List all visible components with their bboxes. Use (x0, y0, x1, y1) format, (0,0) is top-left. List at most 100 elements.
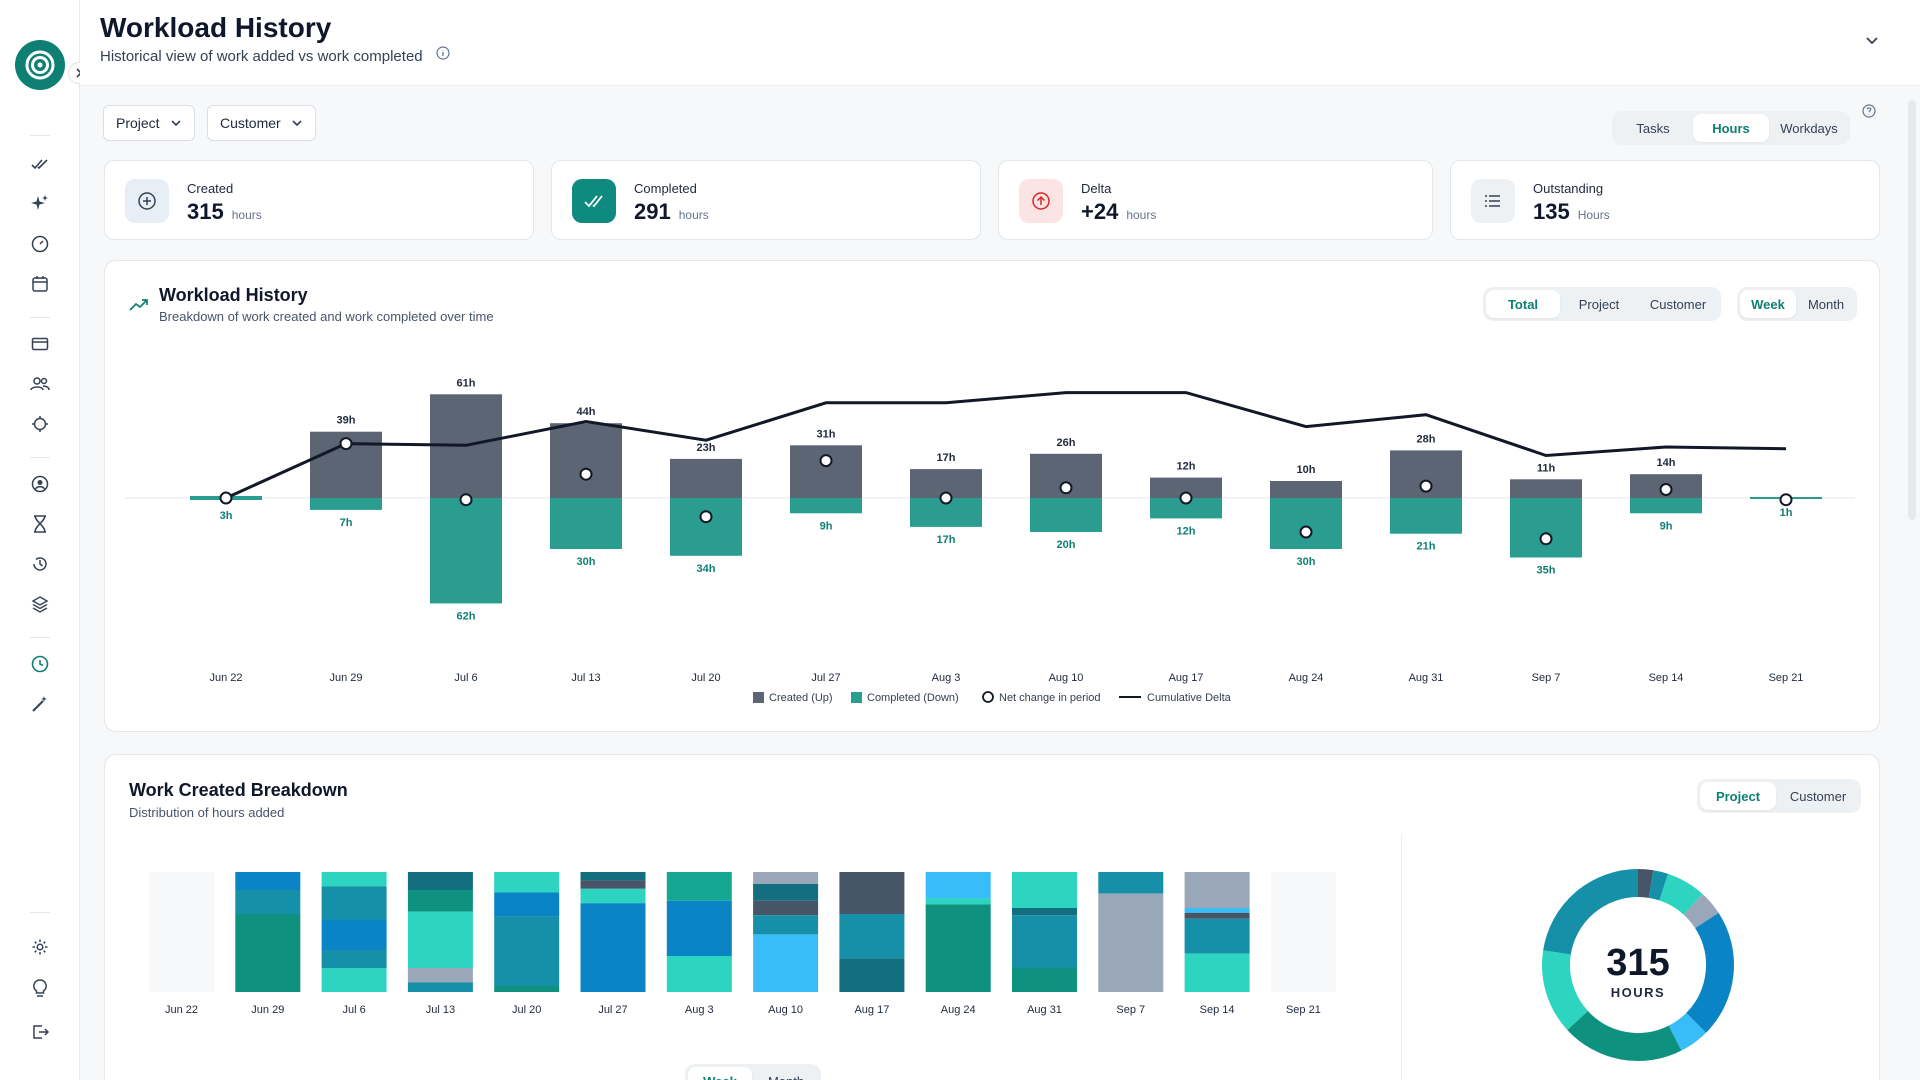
nav-dashboard[interactable] (28, 232, 52, 256)
crosshair-icon (32, 416, 48, 432)
nav-ai[interactable] (28, 192, 52, 216)
net-change-point (1539, 532, 1553, 546)
user-circle-icon (31, 475, 49, 493)
donut-slice (1637, 869, 1654, 898)
bar-label-completed: 3h (220, 510, 233, 522)
x-tick-label: Jul 6 (454, 672, 477, 684)
logout-icon (33, 1025, 49, 1039)
net-change-point (1779, 493, 1793, 507)
layers-icon (31, 596, 49, 613)
work-created-breakdown-chart: Jun 22 Jun 29 Jul 6 Jul 13 Jul 20 Jul 27 Aug 3… (149, 869, 1734, 1061)
bar-label-completed: 35h (1537, 565, 1556, 577)
stacked-bar-segment (580, 888, 646, 904)
chevron-down-icon[interactable] (1864, 32, 1880, 48)
nav-logout[interactable] (28, 1020, 52, 1044)
nav-tips[interactable] (28, 977, 52, 1001)
double-check-icon (31, 159, 48, 170)
bar-label-created: 10h (1297, 464, 1316, 476)
view-total[interactable]: Total (1486, 290, 1560, 318)
nav-tasks[interactable] (28, 152, 52, 176)
nav-goals[interactable] (28, 412, 52, 436)
stacked-bar-segment (1184, 918, 1250, 954)
nav-divider (30, 317, 50, 318)
bar-created (310, 431, 382, 498)
view-project[interactable]: Project (1578, 296, 1620, 312)
panel-title: Work Created Breakdown (129, 780, 348, 800)
nav-folders[interactable] (28, 332, 52, 356)
stat-card-outstanding: Outstanding 135 Hours (1450, 160, 1880, 240)
breakdown-project[interactable]: Project (1700, 782, 1776, 810)
app-logo[interactable] (15, 40, 65, 90)
project-filter[interactable]: Project (103, 105, 195, 141)
net-change-point (459, 493, 473, 507)
nav-profile[interactable] (28, 472, 52, 496)
nav-history[interactable] (28, 552, 52, 576)
donut-slice (1658, 873, 1703, 916)
bar-completed (910, 498, 982, 527)
bar-created (670, 458, 742, 498)
period-week[interactable]: Week (1740, 290, 1796, 318)
nav-calendar[interactable] (28, 272, 52, 296)
gear-icon (32, 939, 48, 955)
nav-magic[interactable] (28, 692, 52, 716)
nav-workload-history[interactable] (28, 652, 52, 676)
breakdown-period-month[interactable]: Month (754, 1067, 818, 1080)
nav-layers[interactable] (28, 592, 52, 616)
breakdown-customer[interactable]: Customer (1789, 788, 1847, 804)
stacked-bar-segment (494, 872, 560, 893)
unit-hours[interactable]: Hours (1693, 114, 1769, 142)
help-icon[interactable] (1862, 104, 1876, 118)
page-scrollbar[interactable] (1908, 100, 1916, 520)
bar-label-completed: 1h (1780, 507, 1793, 519)
stacked-bar-segment (494, 892, 560, 917)
bar-created (1510, 479, 1582, 498)
net-change-point (1059, 481, 1073, 495)
stacked-bar-segment (666, 872, 732, 901)
donut-slice (1543, 869, 1639, 956)
stacked-bar-segment (494, 916, 560, 986)
double-check-icon (584, 195, 603, 208)
bar-completed (1510, 498, 1582, 558)
stacked-bar-segment (235, 914, 301, 992)
x-tick-label: Jul 13 (571, 672, 600, 684)
stacked-bar-segment (494, 986, 560, 992)
bar-label-completed: 30h (1297, 556, 1316, 568)
bar-label-completed: 20h (1057, 539, 1076, 551)
bar-label-completed: 30h (577, 556, 596, 568)
nav-team[interactable] (28, 372, 52, 396)
stacked-bar-empty (149, 872, 214, 992)
bar-completed (670, 498, 742, 556)
bar-label-created: 28h (1417, 433, 1436, 445)
net-change-point (1179, 491, 1193, 505)
breakdown-period-week[interactable]: Week (688, 1067, 752, 1080)
view-customer[interactable]: Customer (1649, 296, 1707, 312)
x-tick-label: Jul 20 (691, 672, 720, 684)
bar-label-completed: 34h (697, 563, 716, 575)
x-tick-label: Jul 27 (811, 672, 840, 684)
bar-completed (1750, 497, 1822, 499)
info-icon[interactable] (436, 46, 450, 60)
nav-settings[interactable] (28, 935, 52, 959)
stat-card-completed: Completed 291 hours (551, 160, 981, 240)
customer-filter[interactable]: Customer (207, 105, 316, 141)
period-month[interactable]: Month (1807, 296, 1845, 312)
bar-label-created: 14h (1657, 457, 1676, 469)
nav-timer[interactable] (28, 512, 52, 536)
plus-circle-icon (138, 192, 156, 210)
x-tick-label: Jun 29 (329, 672, 362, 684)
stacked-bar-segment (925, 904, 991, 992)
x-tick-label: Jul 27 (598, 1004, 627, 1016)
stacked-bar-segment (1012, 872, 1077, 908)
stat-icon-bg (1471, 179, 1515, 223)
stacked-bar-segment (925, 872, 991, 899)
nav-divider (30, 457, 50, 458)
unit-workdays[interactable]: Workdays (1780, 120, 1838, 136)
stacked-bar-segment (839, 958, 905, 992)
stacked-bar-segment (1098, 872, 1164, 894)
breakdown-toggle: Project Customer (1697, 779, 1861, 813)
unit-tasks[interactable]: Tasks (1636, 120, 1670, 136)
stacked-bar-segment (321, 920, 387, 950)
bar-created (1390, 450, 1462, 498)
stat-card-delta: Delta +24 hours (998, 160, 1433, 240)
folder-icon (31, 337, 49, 351)
